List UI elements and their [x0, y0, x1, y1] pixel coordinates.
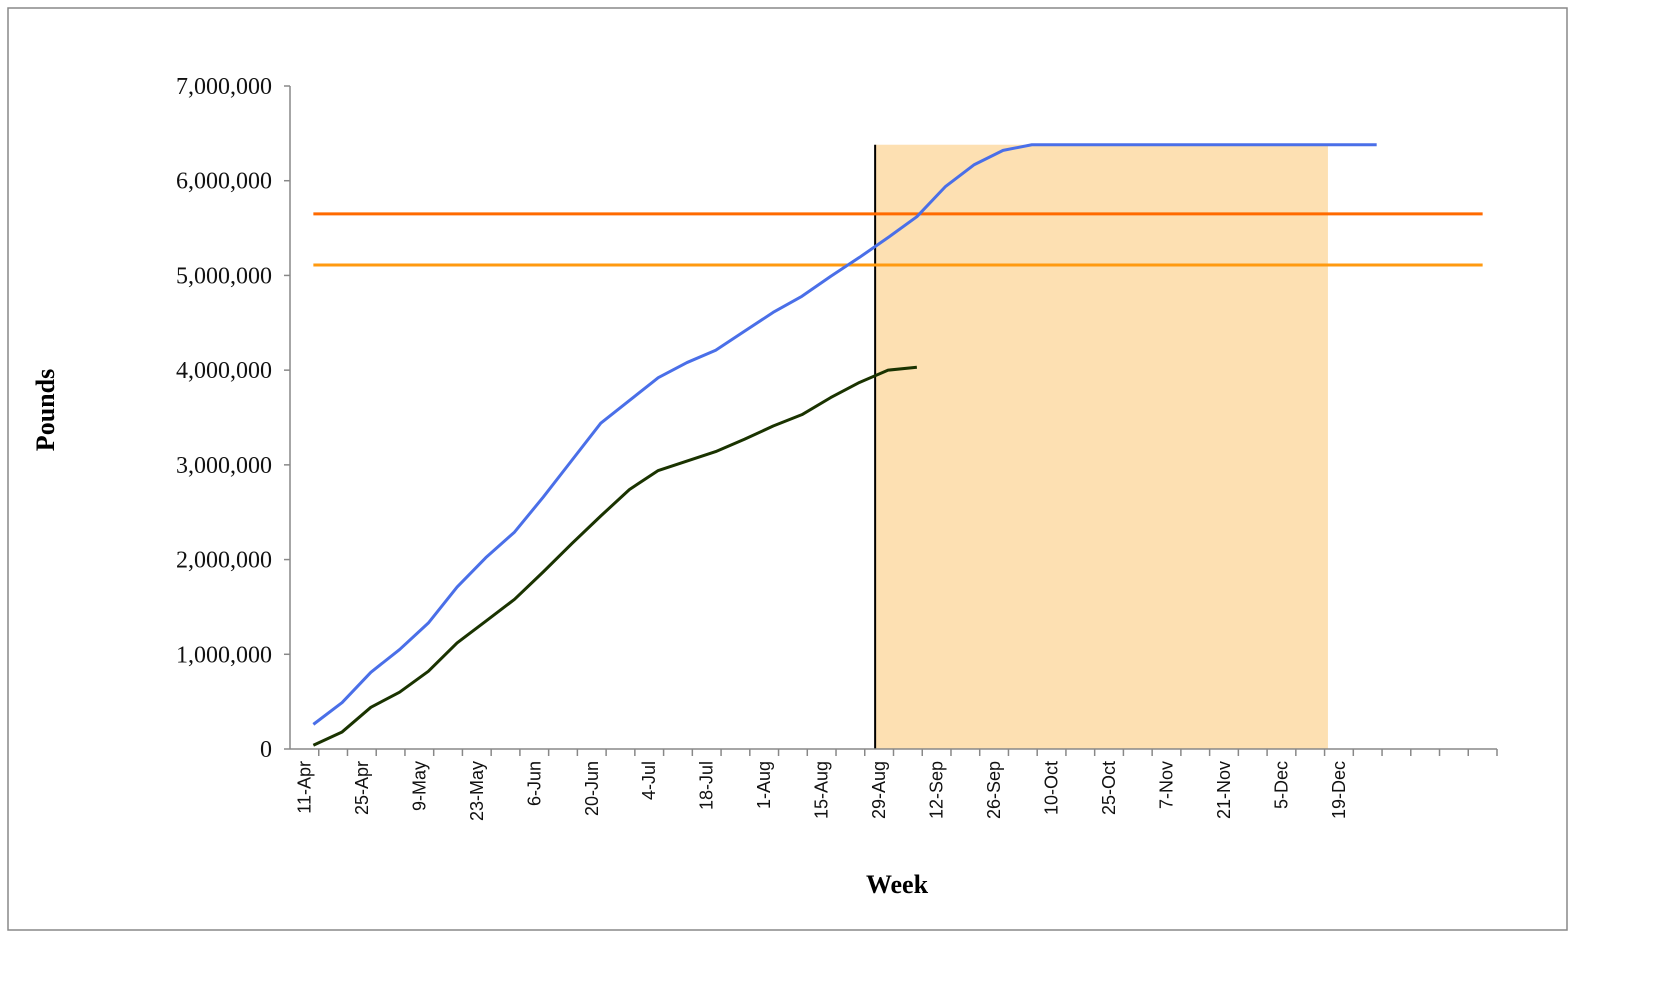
x-tick-label: 5-Dec [1271, 761, 1291, 809]
y-tick-label: 0 [260, 737, 272, 763]
data-line [312, 143, 1377, 726]
x-tick-label: 29-Aug [869, 761, 889, 819]
x-tick-label: 25-Apr [352, 761, 372, 815]
y-axis-label: Pounds [31, 369, 60, 451]
y-tick-label: 3,000,000 [176, 453, 272, 479]
y-tick-label: 6,000,000 [176, 169, 272, 195]
x-tick-label: 20-Jun [582, 761, 602, 816]
y-tick-label: 4,000,000 [176, 358, 272, 384]
x-tick-label: 9-May [409, 761, 429, 811]
x-tick-label: 12-Sep [927, 761, 947, 819]
x-tick-label: 1-Aug [754, 761, 774, 809]
x-tick-label: 25-Oct [1099, 761, 1119, 815]
x-tick-label: 21-Nov [1214, 761, 1234, 819]
y-tick-label: 2,000,000 [176, 548, 272, 574]
x-tick-label: 18-Jul [697, 761, 717, 810]
forecast-shade [875, 144, 1328, 750]
x-tick-label: 23-May [467, 761, 487, 821]
data-line [312, 365, 918, 747]
x-axis-label: Week [866, 870, 929, 899]
x-tick-label: 15-Aug [812, 761, 832, 819]
x-tick-label: 7-Nov [1157, 761, 1177, 809]
y-tick-label: 1,000,000 [176, 642, 272, 668]
y-tick-label: 7,000,000 [176, 74, 272, 100]
x-tick-label: 6-Jun [524, 761, 544, 806]
y-tick-label: 5,000,000 [176, 263, 272, 289]
x-tick-label: 26-Sep [984, 761, 1004, 819]
x-tick-label: 4-Jul [639, 761, 659, 800]
x-tick-label: 10-Oct [1042, 761, 1062, 815]
x-tick-label: 11-Apr [294, 761, 314, 814]
x-tick-label: 19-Dec [1329, 761, 1349, 819]
